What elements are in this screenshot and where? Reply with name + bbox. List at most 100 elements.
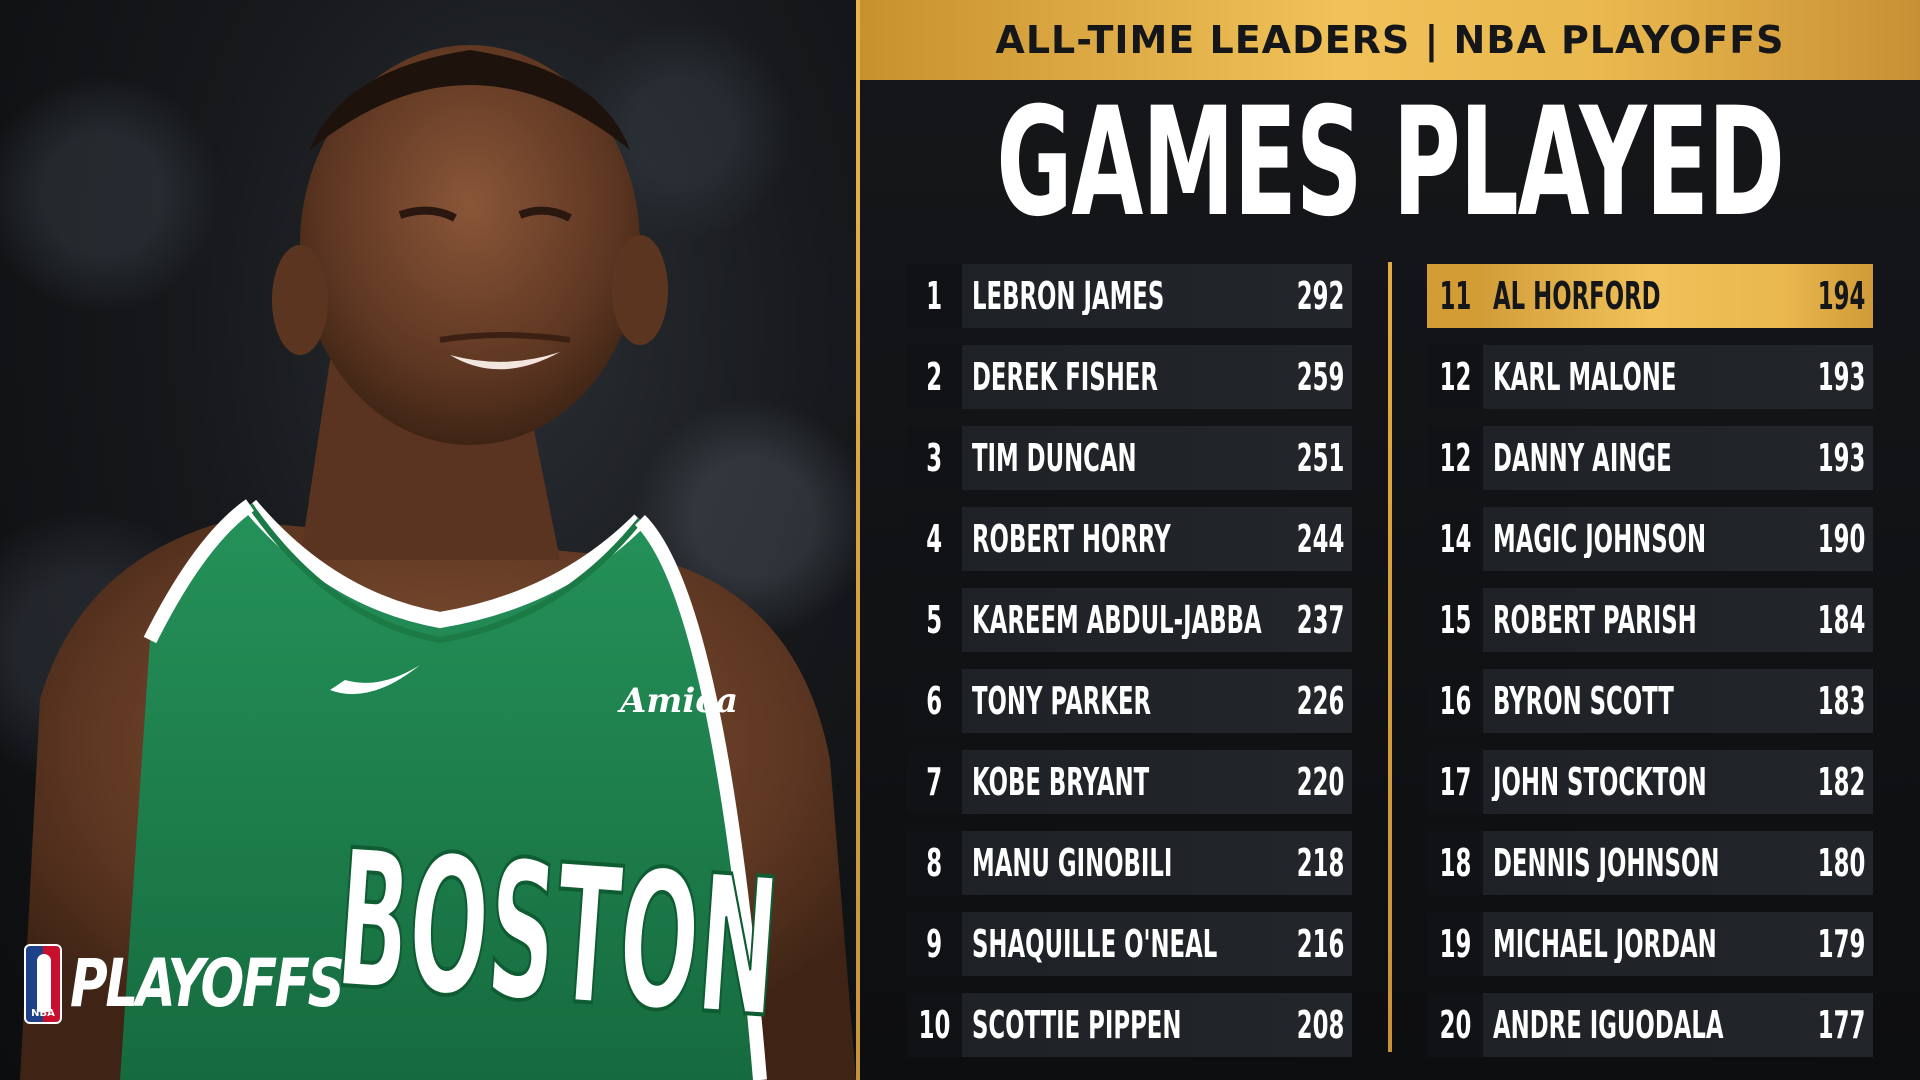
leader-row: 5 KAREEM ABDUL-JABBAR 237 (906, 588, 1352, 652)
jersey-team-text: BOSTON (330, 809, 784, 1060)
rank-number: 17 (1439, 760, 1471, 804)
games-cell: 251 (1262, 439, 1352, 477)
rank-cell: 17 (1427, 750, 1483, 814)
rank-cell: 16 (1427, 669, 1483, 733)
player-name: SCOTTIE PIPPEN (972, 1006, 1182, 1044)
nba-logo-icon: NBA (24, 944, 62, 1024)
leader-row: 14 MAGIC JOHNSON 190 (1427, 507, 1873, 571)
nba-logo-text: NBA (31, 1008, 55, 1019)
player-name: KAREEM ABDUL-JABBAR (972, 601, 1262, 639)
player-name: MAGIC JOHNSON (1493, 520, 1707, 558)
games-played-value: 244 (1296, 517, 1344, 561)
player-name: DANNY AINGE (1493, 439, 1672, 477)
hair-shape (310, 50, 630, 150)
player-name: DENNIS JOHNSON (1493, 844, 1720, 882)
games-played-value: 182 (1817, 760, 1865, 804)
rank-cell: 20 (1427, 993, 1483, 1057)
games-cell: 237 (1262, 601, 1352, 639)
leader-row: 15 ROBERT PARISH 184 (1427, 588, 1873, 652)
games-cell: 244 (1262, 520, 1352, 558)
leader-row: 2 DEREK FISHER 259 (906, 345, 1352, 409)
games-played-value: 216 (1296, 922, 1344, 966)
jersey-shape (120, 505, 760, 1080)
player-name-cell: KARL MALONE (1483, 358, 1783, 396)
games-played-value: 184 (1817, 598, 1865, 642)
rank-cell: 12 (1427, 426, 1483, 490)
rank-number: 14 (1439, 517, 1471, 561)
games-played-value: 226 (1296, 679, 1344, 723)
player-name-cell: SHAQUILLE O'NEAL (962, 925, 1262, 963)
rank-number: 19 (1439, 922, 1471, 966)
player-name-cell: DEREK FISHER (962, 358, 1262, 396)
rank-number: 12 (1439, 355, 1471, 399)
rank-cell: 14 (1427, 507, 1483, 571)
rank-cell: 4 (906, 507, 962, 571)
player-name-cell: KOBE BRYANT (962, 763, 1262, 801)
rank-cell: 18 (1427, 831, 1483, 895)
player-name: ANDRE IGUODALA (1493, 1006, 1724, 1044)
games-played-value: 218 (1296, 841, 1344, 885)
rank-cell: 15 (1427, 588, 1483, 652)
games-played-value: 251 (1296, 436, 1344, 480)
stat-title: GAMES PLAYED (996, 88, 1785, 238)
games-cell: 193 (1783, 439, 1873, 477)
player-illustration: Amica BOSTON (20, 45, 856, 1080)
player-name: ROBERT HORRY (972, 520, 1171, 558)
player-name: ROBERT PARISH (1493, 601, 1697, 639)
header-banner: ALL-TIME LEADERS | NBA PLAYOFFS (860, 0, 1920, 80)
rank-number: 1 (926, 274, 942, 318)
player-name-cell: JOHN STOCKTON (1483, 763, 1783, 801)
rank-number: 10 (918, 1003, 950, 1047)
player-name: AL HORFORD (1493, 277, 1661, 315)
leader-row: 6 TONY PARKER 226 (906, 669, 1352, 733)
player-name-cell: SCOTTIE PIPPEN (962, 1006, 1262, 1044)
rank-number: 15 (1439, 598, 1471, 642)
player-name-cell: LEBRON JAMES (962, 277, 1262, 315)
leader-row: 16 BYRON SCOTT 183 (1427, 669, 1873, 733)
rank-cell: 3 (906, 426, 962, 490)
rank-cell: 19 (1427, 912, 1483, 976)
leader-row: 12 DANNY AINGE 193 (1427, 426, 1873, 490)
rank-number: 16 (1439, 679, 1471, 723)
games-played-value: 179 (1817, 922, 1865, 966)
games-played-value: 237 (1296, 598, 1344, 642)
player-name: MANU GINOBILI (972, 844, 1173, 882)
games-cell: 184 (1783, 601, 1873, 639)
leader-row-highlighted: 11 AL HORFORD 194 (1427, 264, 1873, 328)
games-played-value: 190 (1817, 517, 1865, 561)
rank-number: 20 (1439, 1003, 1471, 1047)
player-name: KARL MALONE (1493, 358, 1677, 396)
rank-cell: 11 (1427, 264, 1483, 328)
rank-cell: 6 (906, 669, 962, 733)
rank-cell: 2 (906, 345, 962, 409)
leader-row: 10 SCOTTIE PIPPEN 208 (906, 993, 1352, 1057)
games-cell: 220 (1262, 763, 1352, 801)
rank-number: 2 (926, 355, 942, 399)
rank-cell: 1 (906, 264, 962, 328)
player-name: BYRON SCOTT (1493, 682, 1674, 720)
player-name-cell: DENNIS JOHNSON (1483, 844, 1783, 882)
player-name-cell: ROBERT HORRY (962, 520, 1262, 558)
ear-left-shape (272, 245, 328, 355)
player-name-cell: TONY PARKER (962, 682, 1262, 720)
player-name: TONY PARKER (972, 682, 1152, 720)
leader-row: 19 MICHAEL JORDAN 179 (1427, 912, 1873, 976)
leader-row: 20 ANDRE IGUODALA 177 (1427, 993, 1873, 1057)
games-played-value: 220 (1296, 760, 1344, 804)
games-played-value: 193 (1817, 355, 1865, 399)
rank-number: 9 (926, 922, 942, 966)
games-cell: 259 (1262, 358, 1352, 396)
player-name-cell: KAREEM ABDUL-JABBAR (962, 601, 1262, 639)
leader-row: 1 LEBRON JAMES 292 (906, 264, 1352, 328)
playoffs-wordmark: PLAYOFFS (70, 945, 345, 1022)
player-name-cell: MAGIC JOHNSON (1483, 520, 1783, 558)
rank-number: 3 (926, 436, 942, 480)
player-name: MICHAEL JORDAN (1493, 925, 1717, 963)
games-cell: 190 (1783, 520, 1873, 558)
rank-number: 8 (926, 841, 942, 885)
games-cell: 208 (1262, 1006, 1352, 1044)
player-name: SHAQUILLE O'NEAL (972, 925, 1218, 963)
games-cell: 180 (1783, 844, 1873, 882)
games-cell: 177 (1783, 1006, 1873, 1044)
games-cell: 216 (1262, 925, 1352, 963)
